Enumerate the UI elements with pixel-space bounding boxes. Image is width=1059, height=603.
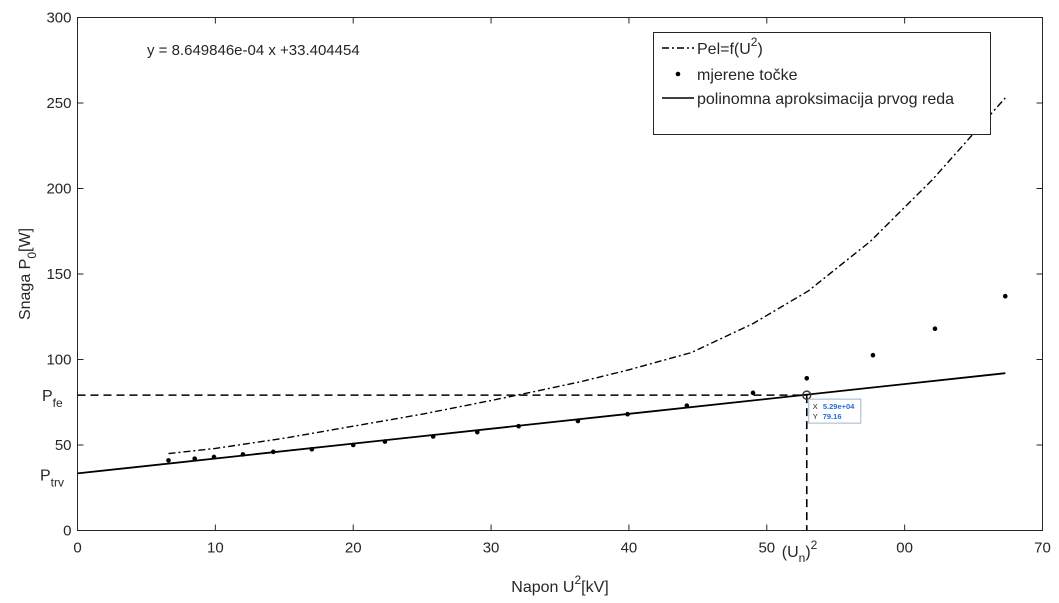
x-axis-label: Napon U2[kV] <box>511 573 608 596</box>
y-tick-label: 100 <box>46 352 71 369</box>
pfe-label: Pfe <box>42 388 63 410</box>
measured-point <box>1002 293 1008 299</box>
datatip-y-value: 79.16 <box>823 412 842 421</box>
legend: Pel=f(U2) mjerene točke polinomna aproks… <box>653 32 991 135</box>
series-layer <box>77 97 1008 475</box>
legend-box <box>653 32 991 135</box>
series-line-fit <box>77 372 1006 475</box>
y-axis-ticks: 0 50 100 150 200 250 300 <box>46 10 1043 540</box>
x-tick-label: 20 <box>345 540 362 557</box>
measured-point <box>166 458 171 463</box>
legend-label-fit: polinomna aproksimacija prvog reda <box>697 91 954 108</box>
y-tick-label: 200 <box>46 181 71 198</box>
measured-point <box>750 390 756 396</box>
y-tick-label: 300 <box>46 10 71 27</box>
y-tick-label: 250 <box>46 95 71 112</box>
un-label: (Un)2 <box>782 538 818 565</box>
datatip-y-row: Y 79.16 <box>813 412 842 421</box>
measured-point <box>870 352 876 358</box>
x-tick-label: 0 <box>73 540 81 557</box>
datatip[interactable]: X 5.29e+04 Y 79.16 <box>802 390 862 424</box>
y-axis-label: Snaga P0[W] <box>17 228 39 320</box>
x-axis-ticks: 0 10 20 30 40 50 00 70 <box>73 17 1051 557</box>
y-tick-label: 0 <box>63 523 71 540</box>
x-tick-label: 50 <box>758 540 775 557</box>
x-tick-label: 40 <box>621 540 638 557</box>
x-tick-label: 30 <box>483 540 500 557</box>
legend-label-pel: Pel=f(U2) <box>697 35 763 58</box>
x-tick-label: 10 <box>207 540 224 557</box>
datatip-x-value: 5.29e+04 <box>823 402 855 411</box>
x-tick-label: 70 <box>1034 540 1051 557</box>
series-line-pel <box>168 97 1006 455</box>
y-tick-label: 50 <box>55 437 72 454</box>
datatip-x-label: X <box>813 402 818 411</box>
datatip-marker[interactable] <box>802 390 812 400</box>
measured-point <box>804 376 810 381</box>
datatip-box <box>808 398 862 424</box>
x-tick-label: 00 <box>896 540 913 557</box>
y-tick-label: 150 <box>46 266 71 283</box>
ptrv-label: Ptrv <box>40 467 64 489</box>
legend-label-points: mjerene točke <box>697 67 798 84</box>
datatip-x-row: X 5.29e+04 <box>813 402 855 411</box>
datatip-y-label: Y <box>813 412 818 421</box>
legend-swatch-points <box>675 71 681 77</box>
measured-point <box>932 326 938 332</box>
regression-equation: y = 8.649846e-04 x +33.404454 <box>147 42 360 59</box>
